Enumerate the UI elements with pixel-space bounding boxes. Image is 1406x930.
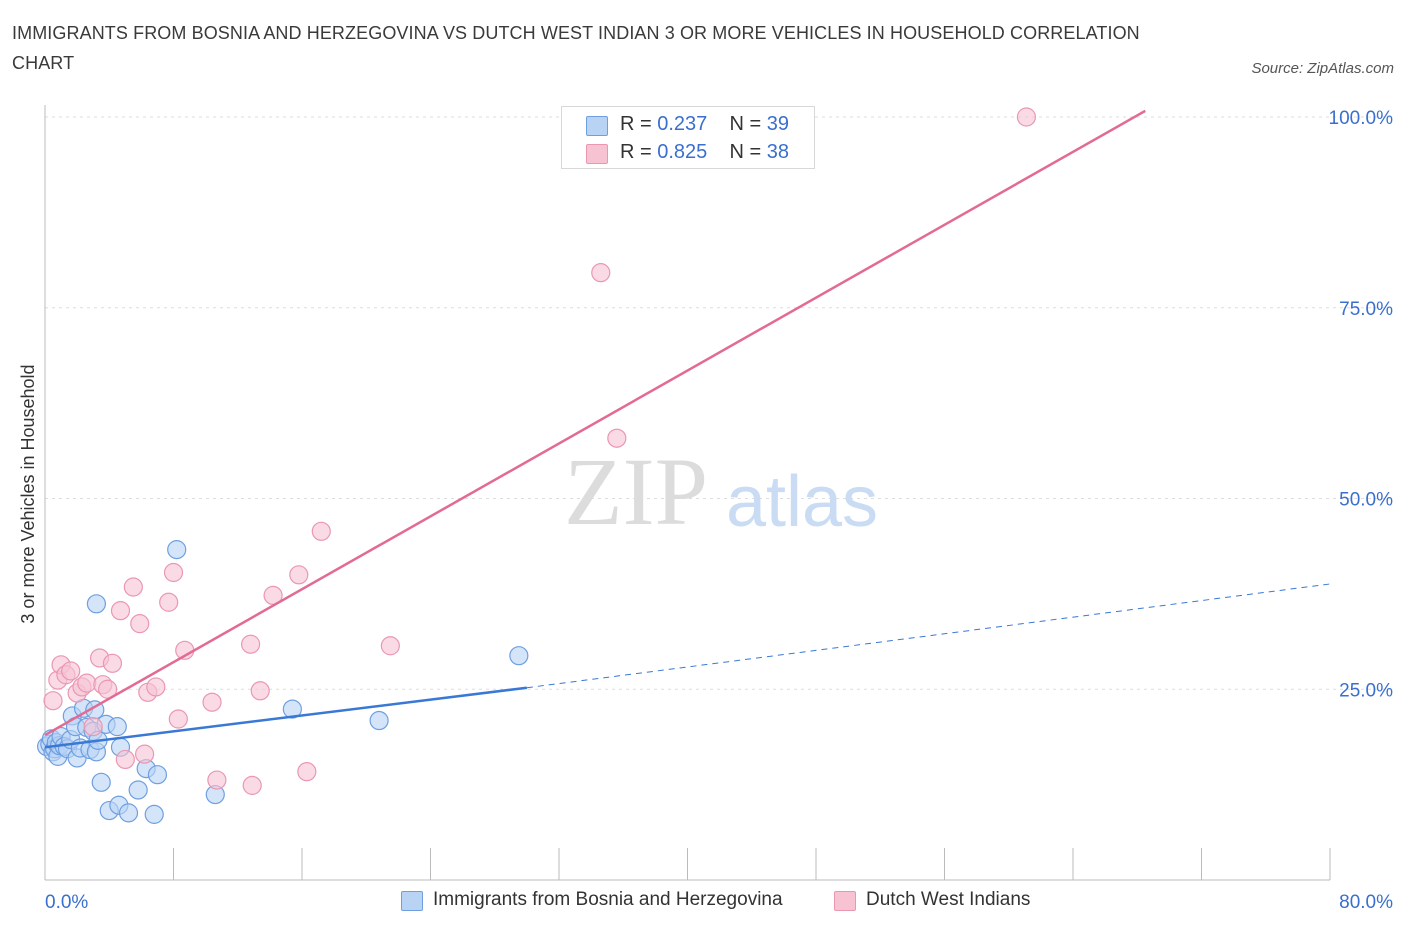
legend-swatch-pink <box>834 891 856 911</box>
y-tick-label: 75.0% <box>1339 299 1393 320</box>
legend-item-label: Immigrants from Bosnia and Herzegovina <box>433 889 783 910</box>
trend-line-bosnia <box>44 686 528 749</box>
data-point <box>311 521 331 541</box>
data-point <box>115 749 135 770</box>
legend-item-label: Dutch West Indians <box>866 889 1031 910</box>
y-tick-label: 50.0% <box>1339 490 1393 511</box>
x-tick-label: 80.0% <box>1339 892 1393 913</box>
data-point <box>380 636 400 656</box>
data-point <box>110 601 131 621</box>
data-point <box>130 614 150 634</box>
data-point <box>86 594 107 614</box>
data-point <box>107 717 127 737</box>
legend-r-label: R = <box>620 113 652 135</box>
legend-swatch-pink <box>586 144 608 164</box>
source-label: Source: ZipAtlas.com <box>1251 60 1394 77</box>
data-point <box>43 691 63 711</box>
series-bosnia-points <box>37 540 529 824</box>
data-point <box>167 540 187 560</box>
legend-swatch-blue <box>401 891 423 911</box>
legend-n-value: 38 <box>766 141 790 163</box>
data-point <box>123 577 143 597</box>
data-point <box>207 770 227 790</box>
data-point <box>509 646 529 666</box>
data-point <box>282 699 302 719</box>
trend-lines <box>44 109 1331 749</box>
data-point <box>168 709 188 729</box>
legend-r-label: R = <box>620 141 652 163</box>
data-point <box>369 710 389 731</box>
series-legend: Immigrants from Bosnia and Herzegovina D… <box>0 889 1406 915</box>
data-point <box>118 803 139 823</box>
data-point <box>242 775 262 795</box>
data-point <box>91 772 111 792</box>
legend-r-value: 0.825 <box>657 141 708 163</box>
data-point <box>241 634 261 654</box>
legend-n-value: 39 <box>766 113 790 135</box>
data-point <box>134 744 155 764</box>
data-point <box>250 681 270 701</box>
data-point <box>83 717 103 737</box>
data-point <box>147 765 168 785</box>
grid-lines <box>45 116 1390 690</box>
tick-labels: 25.0% 50.0% 75.0% 100.0% 0.0% 80.0% <box>45 108 1393 913</box>
data-point <box>61 661 81 681</box>
watermark-zip: ZIP <box>564 438 708 545</box>
data-point <box>607 428 627 448</box>
legend-n-label: N = <box>729 113 762 135</box>
x-tick-label: 0.0% <box>45 892 88 913</box>
data-point <box>146 677 166 697</box>
trend-line-bosnia-extrapolated <box>526 583 1331 689</box>
legend-swatch-blue <box>586 116 608 136</box>
data-point <box>144 804 164 824</box>
series-dutch-west-indian-points <box>43 107 1037 795</box>
data-point <box>77 673 97 693</box>
trend-line-dutch <box>44 109 1146 737</box>
data-point <box>591 263 611 283</box>
data-point <box>202 692 222 712</box>
legend-r-value: 0.237 <box>657 113 708 135</box>
y-tick-label: 25.0% <box>1339 680 1393 701</box>
data-point <box>163 562 184 583</box>
y-tick-label: 100.0% <box>1329 108 1394 129</box>
data-point <box>102 653 123 673</box>
data-point <box>297 762 317 782</box>
legend-n-label: N = <box>729 141 762 163</box>
watermark-atlas: atlas <box>726 462 878 542</box>
y-axis-label: 3 or more Vehicles in Household <box>18 364 38 623</box>
data-point <box>159 592 179 612</box>
correlation-legend: R = 0.237 N = 39 R = 0.825 N = 38 <box>561 106 815 169</box>
chart-title: IMMIGRANTS FROM BOSNIA AND HERZEGOVINA V… <box>12 23 1140 73</box>
data-point <box>128 780 148 800</box>
watermark: ZIP atlas <box>564 438 878 545</box>
data-point <box>1016 107 1037 127</box>
data-point <box>289 565 309 585</box>
